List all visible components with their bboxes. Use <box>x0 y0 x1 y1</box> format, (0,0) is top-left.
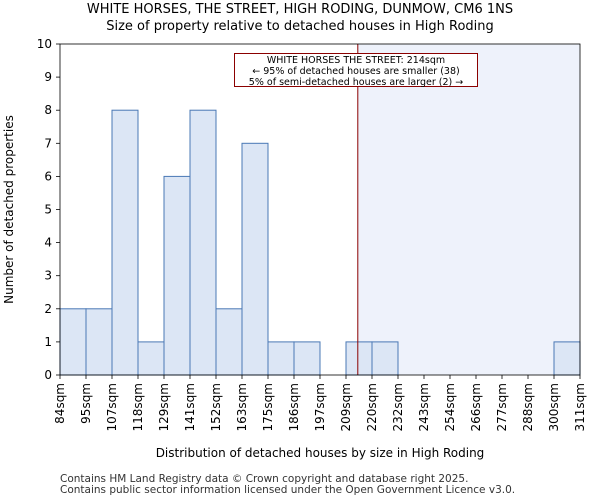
chart-title: WHITE HORSES, THE STREET, HIGH RODING, D… <box>86 2 514 17</box>
footer-line-1: Contains HM Land Registry data © Crown c… <box>60 473 469 485</box>
y-axis-label: Number of detached properties <box>2 115 16 304</box>
x-tick-label: 163sqm <box>235 383 249 431</box>
x-tick-label: 175sqm <box>261 383 275 431</box>
x-tick-label: 129sqm <box>157 383 171 431</box>
y-tick-label: 6 <box>44 169 52 183</box>
bar <box>111 109 139 376</box>
bar <box>189 109 217 376</box>
x-tick-label: 209sqm <box>339 383 353 431</box>
x-tick-label: 243sqm <box>417 383 431 431</box>
x-tick-label: 311sqm <box>573 383 587 431</box>
y-tick-label: 2 <box>44 302 52 316</box>
x-tick-label: 84sqm <box>53 383 67 424</box>
chart: 0 1 2 3 4 5 6 7 8 9 10 84sqm 95sqm 107sqm 118sqm 129sqm… <box>2 37 587 460</box>
annotation-line-3: 5% of semi-detached houses are larger (2… <box>248 77 464 88</box>
larger-region-shade <box>357 44 580 375</box>
x-tick-label: 186sqm <box>287 383 301 431</box>
y-tick-label: 3 <box>44 269 52 283</box>
x-tick-label: 300sqm <box>547 383 561 431</box>
annotation-line-1: WHITE HORSES THE STREET: 214sqm <box>266 55 446 66</box>
bar <box>293 341 321 376</box>
bar <box>215 308 243 376</box>
x-tick-label: 118sqm <box>131 383 145 431</box>
annotation-line-2: ← 95% of detached houses are smaller (38… <box>252 66 460 77</box>
x-tick-label: 107sqm <box>105 383 119 431</box>
x-tick-label: 141sqm <box>183 383 197 431</box>
bar <box>137 341 165 376</box>
bar <box>553 341 581 376</box>
y-tick-label: 9 <box>44 70 52 84</box>
bar <box>241 142 269 376</box>
y-tick-label: 7 <box>44 136 52 150</box>
footer-line-2: Contains public sector information licen… <box>60 484 516 496</box>
x-tick-label: 288sqm <box>521 383 535 431</box>
bar <box>371 341 399 376</box>
annotation-box: WHITE HORSES THE STREET: 214sqm ← 95% of… <box>234 53 478 88</box>
x-tick-label: 277sqm <box>495 383 509 431</box>
y-tick-label: 4 <box>44 236 52 250</box>
bar <box>59 308 87 376</box>
x-tick-label: 254sqm <box>443 383 457 431</box>
y-tick-label: 1 <box>44 335 52 349</box>
x-tick-label: 95sqm <box>79 383 93 424</box>
bar <box>163 175 191 376</box>
x-tick-label: 266sqm <box>469 383 483 431</box>
y-tick-label: 10 <box>37 37 52 51</box>
bar <box>85 308 113 376</box>
x-tick-label: 197sqm <box>313 383 327 431</box>
x-tick-label: 232sqm <box>391 383 405 431</box>
y-tick-label: 5 <box>44 203 52 217</box>
y-tick-label: 8 <box>44 103 52 117</box>
x-axis-label: Distribution of detached houses by size … <box>156 446 485 460</box>
bar <box>267 341 295 376</box>
y-tick-label: 0 <box>44 368 52 382</box>
bar <box>345 341 373 376</box>
x-tick-label: 152sqm <box>209 383 223 431</box>
chart-subtitle: Size of property relative to detached ho… <box>106 19 494 34</box>
x-tick-label: 220sqm <box>365 383 379 431</box>
